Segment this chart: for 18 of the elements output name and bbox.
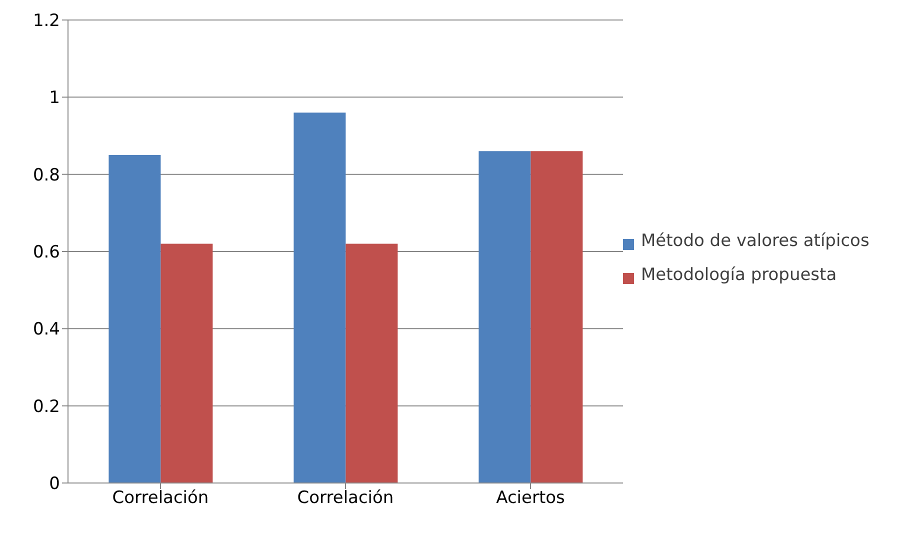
y-tick-label: 0: [49, 474, 60, 494]
bar: [530, 151, 583, 483]
y-tick-label: 0.4: [32, 320, 60, 340]
bar: [478, 151, 531, 483]
x-tick-label: Correlación: [112, 488, 209, 508]
y-tick-label: 1: [49, 88, 60, 108]
legend-label: Metodología propuesta: [641, 264, 837, 287]
y-tick-label: 0.8: [32, 165, 60, 186]
bar: [346, 244, 398, 483]
bar: [294, 112, 346, 483]
y-tick-label: 0.2: [32, 396, 60, 417]
bar: [160, 244, 213, 483]
y-tick-label: 1.2: [32, 11, 60, 32]
x-tick-label: Correlación: [297, 488, 394, 508]
bar: [108, 155, 161, 483]
x-tick-label: Aciertos: [496, 488, 566, 508]
y-tick-label: 0.6: [32, 242, 60, 263]
legend-label: Método de valores atípicos: [641, 230, 870, 253]
